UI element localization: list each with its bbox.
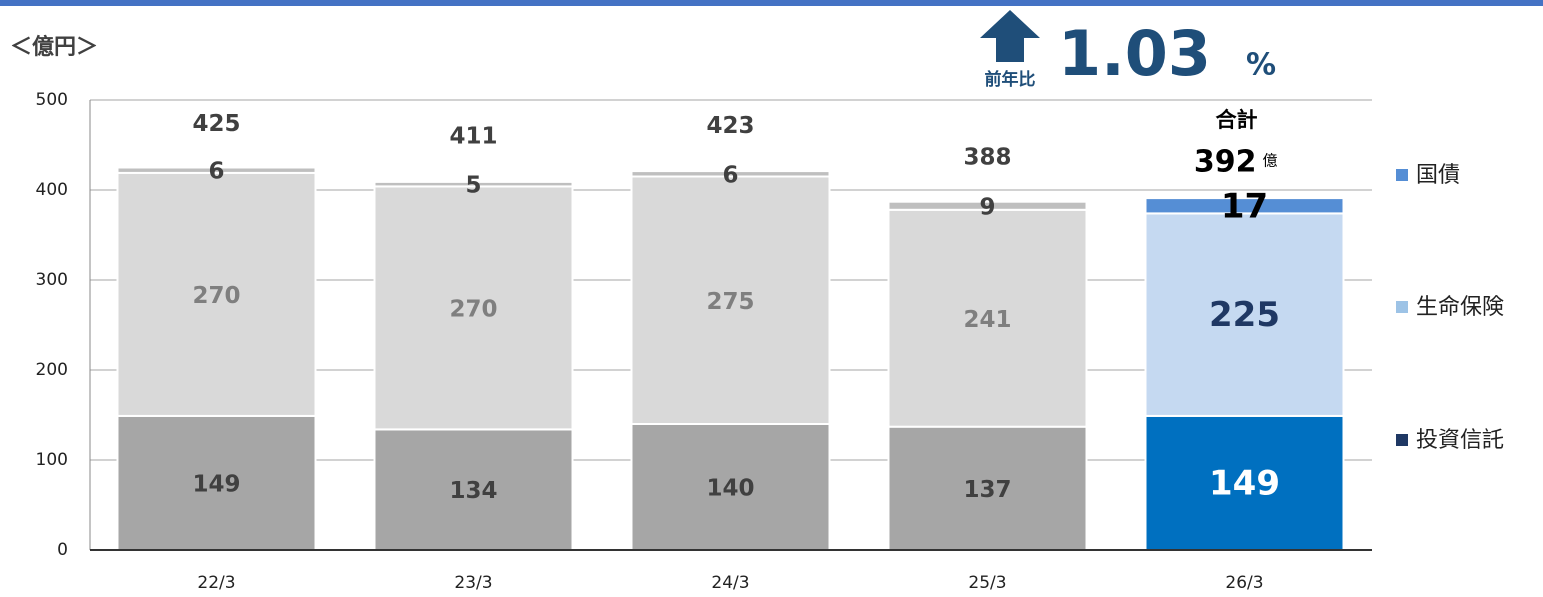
bar-segment <box>887 200 1088 211</box>
legend-label: 生命保険 <box>1416 295 1504 320</box>
data-label: 270 <box>192 283 240 309</box>
up-arrow <box>980 10 1040 62</box>
total-label: 411 <box>449 124 497 150</box>
x-tick-label: 25/3 <box>968 573 1006 593</box>
bar-segment <box>1144 414 1345 551</box>
data-label: 140 <box>706 476 754 502</box>
bar-segment <box>373 180 574 188</box>
data-label: 270 <box>449 296 497 322</box>
data-label: 149 <box>192 471 240 497</box>
bar-segment <box>1144 212 1345 417</box>
x-tick-label: 22/3 <box>197 573 235 593</box>
data-label: 6 <box>208 159 224 185</box>
total-label: 425 <box>192 111 240 137</box>
x-tick-label: 24/3 <box>711 573 749 593</box>
total-label: 392 <box>1194 145 1257 180</box>
data-label: 9 <box>979 194 995 220</box>
legend-label: 投資信託 <box>1416 428 1504 453</box>
bar-segment <box>887 208 1088 428</box>
bar-segment <box>373 428 574 551</box>
y-tick-label: 300 <box>36 270 68 290</box>
total-label: 388 <box>963 144 1011 170</box>
data-label: 5 <box>465 173 481 199</box>
y-tick-label: 200 <box>36 360 68 380</box>
legend-swatch <box>1396 169 1408 181</box>
y-tick-label: 0 <box>57 540 68 560</box>
data-label: 6 <box>722 162 738 188</box>
data-label: 17 <box>1221 186 1268 226</box>
bar-segment <box>630 423 831 551</box>
bar-segment <box>1144 197 1345 215</box>
unit-label: ＜億円＞ <box>10 34 98 60</box>
annotation-label: 前年比 <box>985 69 1036 90</box>
data-label: 275 <box>706 289 754 315</box>
data-label: 241 <box>963 307 1011 333</box>
legend-swatch <box>1396 434 1408 446</box>
total-prefix: 合計 <box>1216 108 1258 132</box>
y-tick-label: 500 <box>36 90 68 110</box>
legend-label: 国債 <box>1416 163 1460 188</box>
data-label: 225 <box>1209 295 1280 335</box>
top-stripe <box>0 0 1543 6</box>
y-tick-label: 400 <box>36 180 68 200</box>
total-label: 423 <box>706 113 754 139</box>
bar-segment <box>630 175 831 425</box>
data-label: 134 <box>449 478 497 504</box>
bar-segment <box>116 166 317 174</box>
bar-segment <box>373 185 574 431</box>
annotation-unit: % <box>1246 48 1276 83</box>
legend-swatch <box>1396 301 1408 313</box>
bar-segment <box>630 170 831 178</box>
annotation-value: 1.03 <box>1058 17 1211 90</box>
bar-segment <box>887 425 1088 552</box>
total-unit: 億 <box>1263 152 1278 170</box>
x-tick-label: 23/3 <box>454 573 492 593</box>
data-label: 149 <box>1209 463 1280 503</box>
x-tick-label: 26/3 <box>1225 573 1263 593</box>
bar-segment <box>116 171 317 417</box>
data-label: 137 <box>963 477 1011 503</box>
y-tick-label: 100 <box>36 450 68 470</box>
